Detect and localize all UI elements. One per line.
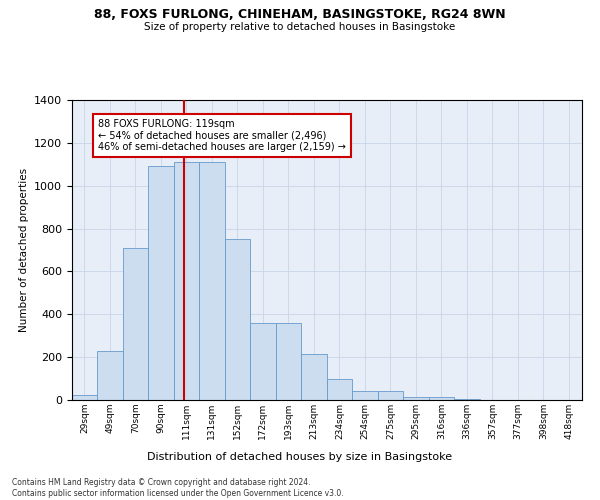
Bar: [123, 248, 148, 400]
Bar: [403, 397, 429, 400]
Text: 88 FOXS FURLONG: 119sqm
← 54% of detached houses are smaller (2,496)
46% of semi: 88 FOXS FURLONG: 119sqm ← 54% of detache…: [98, 120, 346, 152]
Text: Distribution of detached houses by size in Basingstoke: Distribution of detached houses by size …: [148, 452, 452, 462]
Bar: [174, 162, 199, 400]
Bar: [72, 394, 97, 400]
Bar: [454, 399, 480, 400]
Bar: [378, 392, 403, 400]
Bar: [276, 323, 301, 400]
Bar: [352, 392, 378, 400]
Text: Contains HM Land Registry data © Crown copyright and database right 2024.
Contai: Contains HM Land Registry data © Crown c…: [12, 478, 344, 498]
Bar: [97, 350, 123, 400]
Bar: [148, 166, 174, 400]
Text: 88, FOXS FURLONG, CHINEHAM, BASINGSTOKE, RG24 8WN: 88, FOXS FURLONG, CHINEHAM, BASINGSTOKE,…: [94, 8, 506, 20]
Bar: [225, 240, 250, 400]
Bar: [199, 162, 225, 400]
Text: Size of property relative to detached houses in Basingstoke: Size of property relative to detached ho…: [145, 22, 455, 32]
Bar: [301, 354, 327, 400]
Y-axis label: Number of detached properties: Number of detached properties: [19, 168, 29, 332]
Bar: [327, 378, 352, 400]
Bar: [250, 323, 276, 400]
Bar: [429, 397, 454, 400]
